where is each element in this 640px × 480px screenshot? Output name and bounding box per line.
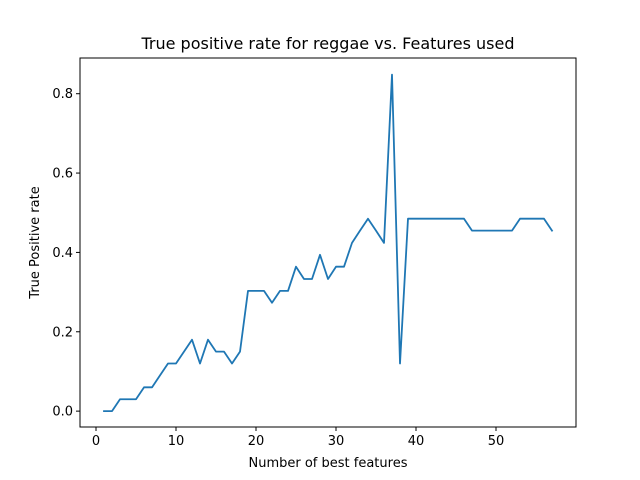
x-axis: 0 10 20 30 40 50	[92, 427, 504, 449]
y-tick-label: 0.6	[52, 167, 73, 182]
x-axis-label: Number of best features	[249, 456, 408, 471]
y-tick-label: 0.4	[52, 246, 73, 261]
y-tick-label: 0.2	[52, 325, 73, 340]
x-tick-label: 40	[408, 434, 425, 449]
x-tick-label: 10	[168, 434, 185, 449]
series-layer	[103, 73, 554, 413]
y-tick-label: 0.8	[52, 87, 73, 102]
x-tick-label: 50	[488, 434, 505, 449]
chart-title: True positive rate for reggae vs. Featur…	[140, 34, 514, 53]
y-tick-label: 0.0	[52, 405, 73, 420]
y-axis-label: True Positive rate	[28, 186, 43, 299]
x-tick-label: 30	[328, 434, 345, 449]
series-line-0	[103, 73, 554, 413]
plot-frame	[79, 57, 577, 428]
y-axis: 0.0 0.2 0.4 0.6 0.8	[52, 87, 80, 420]
x-tick-label: 0	[92, 434, 100, 449]
plot-area: 0 10 20 30 40 50 0.0 0.2 0.4 0.6 0.8	[52, 57, 577, 449]
x-tick-label: 20	[248, 434, 265, 449]
